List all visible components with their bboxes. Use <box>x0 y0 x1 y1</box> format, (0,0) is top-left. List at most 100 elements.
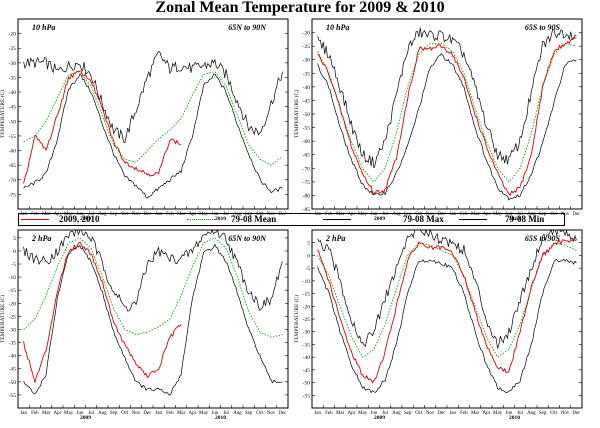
y-tick-label: -45 <box>9 367 17 373</box>
x-tick-label: May <box>64 212 74 217</box>
panel-4: 5 0 -5 -10 -15 -20 -25 -30 -35 -40 -45 -50 -55 Jan Feb… <box>293 228 583 421</box>
y-tick-label: -50 <box>303 112 311 118</box>
x-tick-label: Aug <box>527 212 536 217</box>
x-tick-label: Mar <box>336 411 345 416</box>
x-tick-label: Dec <box>572 411 581 416</box>
legend-label-min: 79-08 Min <box>505 214 545 224</box>
x-tick-label: Mar <box>177 411 186 416</box>
legend-swatch-min <box>459 219 487 220</box>
y-axis-label: TEMPERATURE (C) <box>0 90 6 138</box>
x-tick-label: Sep <box>539 411 547 416</box>
series-min-line <box>317 53 577 201</box>
panel-level-label: 10 hPa <box>326 23 349 32</box>
x-tick-label: Apr <box>53 411 61 416</box>
y-tick-label: -35 <box>9 75 17 81</box>
panel-1: -20 -25 -30 -35 -40 -45 -50 -55 -60 -65 -70 -75 Jan F… <box>0 18 289 222</box>
x-tick-label: Oct <box>415 411 423 416</box>
legend-swatch-mean <box>187 219 215 220</box>
legend-item-min: 79-08 Min <box>459 214 563 225</box>
x-tick-label: Apr <box>347 411 355 416</box>
series-mean-line <box>23 237 283 338</box>
year-label: 2009 <box>374 216 385 222</box>
series-max-line <box>317 27 577 169</box>
panel-region-label: 65N to 90N <box>228 234 267 243</box>
x-tick-label: Jun <box>505 411 512 416</box>
x-tick-label: Jun <box>211 411 218 416</box>
year-label: 2010 <box>215 415 226 421</box>
x-tick-label: Sep <box>245 212 253 217</box>
x-tick-label: Oct <box>121 212 129 217</box>
x-tick-label: Jun <box>211 212 218 217</box>
x-tick-label: Jan <box>314 212 321 217</box>
year-label: 2009 <box>80 216 91 222</box>
y-tick-label: -20 <box>9 301 17 307</box>
x-tick-label: Aug <box>98 212 107 217</box>
x-tick-label: Aug <box>527 411 536 416</box>
y-tick-label: -40 <box>9 354 17 360</box>
x-tick-label: Dec <box>572 212 581 217</box>
y-tick-label: -70 <box>9 178 17 184</box>
x-tick-label: Jul <box>517 212 523 217</box>
x-tick-label: Nov <box>426 212 435 217</box>
series-mean-line <box>23 71 283 166</box>
year-label: 2009 <box>374 415 385 421</box>
x-tick-label: Dec <box>143 411 152 416</box>
series-obs-line <box>317 37 577 196</box>
y-tick-label: -75 <box>9 192 17 198</box>
y-tick-label: -50 <box>9 380 17 386</box>
x-tick-label: Oct <box>256 411 264 416</box>
legend-swatch-max <box>323 219 351 220</box>
x-tick-label: Jan <box>20 212 27 217</box>
legend-item-max: 79-08 Max <box>323 214 453 225</box>
legend: 2009, 2010 79-08 Mean 79-08 Max 79-08 Mi… <box>18 213 565 226</box>
x-tick-label: Jun <box>370 411 377 416</box>
y-tick-label: -20 <box>9 32 17 38</box>
y-tick-label: -65 <box>303 153 311 159</box>
x-tick-label: Sep <box>404 411 412 416</box>
y-tick-label: -60 <box>9 149 17 155</box>
legend-label-max: 79-08 Max <box>403 214 444 224</box>
year-label: 2010 <box>215 216 226 222</box>
figure-title: Zonal Mean Temperature for 2009 & 2010 <box>155 0 445 16</box>
y-tick-label: -25 <box>9 46 17 52</box>
y-tick-label: -20 <box>303 31 311 37</box>
y-tick-label: -5 <box>11 262 16 268</box>
x-tick-label: Mar <box>471 411 480 416</box>
x-tick-label: Mar <box>336 212 345 217</box>
y-tick-label: -55 <box>303 393 311 399</box>
x-tick-label: Apr <box>347 212 355 217</box>
y-tick-label: -50 <box>303 381 311 387</box>
x-tick-label: Nov <box>132 411 141 416</box>
y-tick-label: -20 <box>303 304 311 310</box>
panel-frame <box>311 229 583 409</box>
x-tick-label: Feb <box>31 212 39 217</box>
x-tick-label: Jan <box>20 411 27 416</box>
x-tick-label: Apr <box>188 212 196 217</box>
x-tick-label: Nov <box>267 411 276 416</box>
y-tick-label: -35 <box>303 71 311 77</box>
x-tick-label: Aug <box>392 212 401 217</box>
x-tick-label: Sep <box>110 212 118 217</box>
x-tick-label: Dec <box>437 212 446 217</box>
panel-3: 5 0 -5 -10 -15 -20 -25 -30 -35 -40 -45 -50 -55 Jan Feb… <box>0 229 289 421</box>
x-tick-label: Nov <box>561 411 570 416</box>
y-tick-label: -25 <box>303 317 311 323</box>
x-tick-label: Oct <box>256 212 264 217</box>
x-tick-label: Apr <box>188 411 196 416</box>
year-label: 2010 <box>509 415 520 421</box>
y-tick-label: -55 <box>303 126 311 132</box>
x-tick-label: Nov <box>426 411 435 416</box>
x-tick-label: Jan <box>155 411 162 416</box>
y-tick-label: -60 <box>303 139 311 145</box>
y-tick-label: -85 <box>303 207 311 213</box>
legend-item-mean: 79-08 Mean <box>187 214 317 225</box>
x-tick-label: Jan <box>314 411 321 416</box>
x-tick-label: Apr <box>482 212 490 217</box>
y-tick-label: 0 <box>13 249 16 255</box>
panel-region-label: 65S to 90S <box>525 23 561 32</box>
y-tick-label: -40 <box>9 90 17 96</box>
x-tick-label: May <box>199 411 209 416</box>
x-tick-label: May <box>358 411 368 416</box>
x-tick-label: Feb <box>460 212 468 217</box>
